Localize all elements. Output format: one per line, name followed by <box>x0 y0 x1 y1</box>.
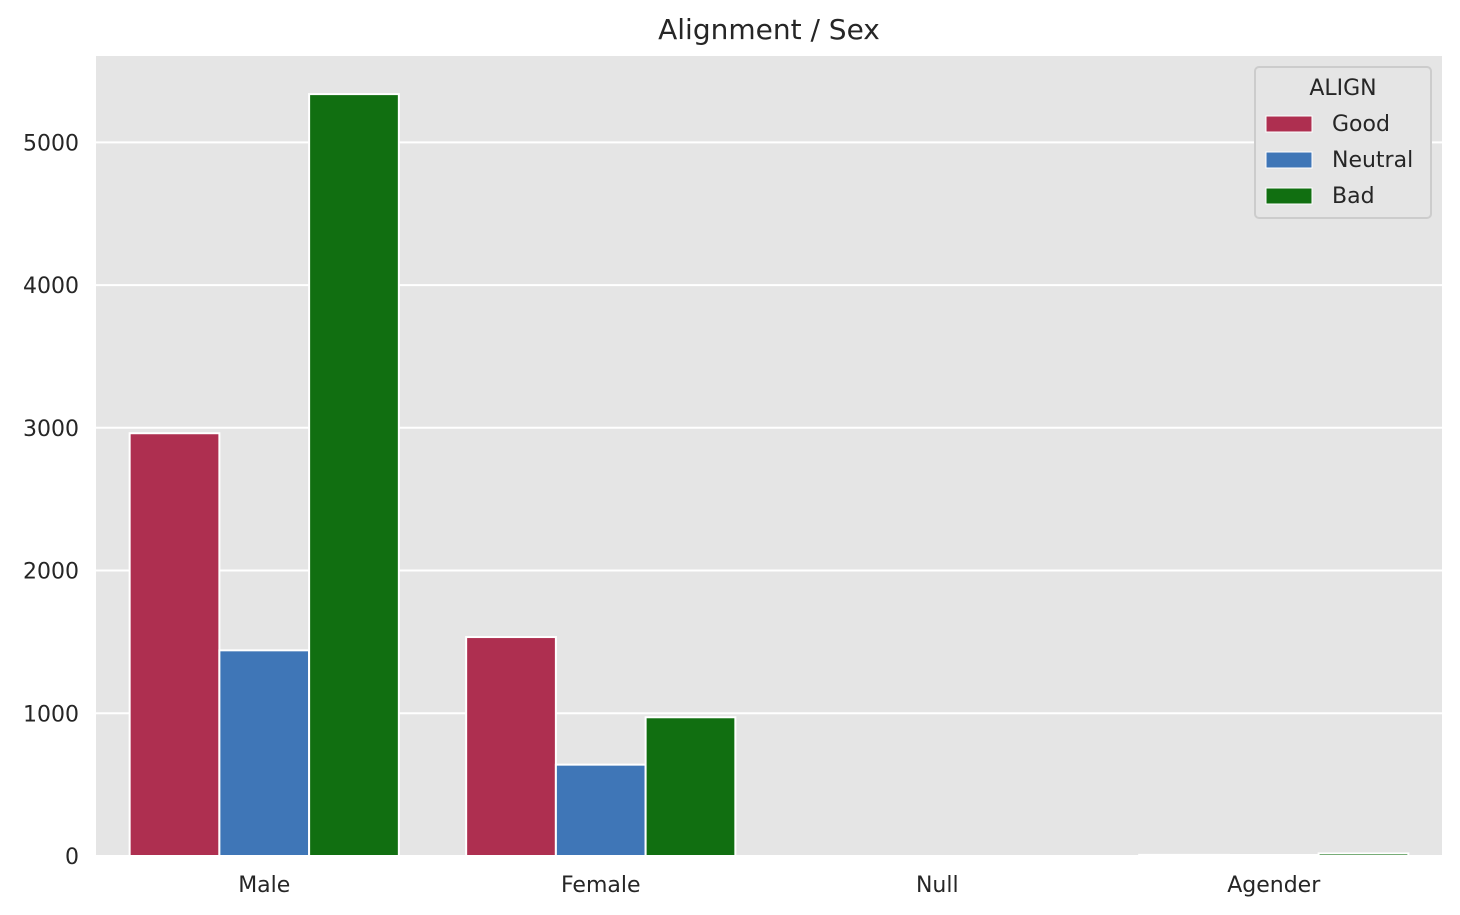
y-tick-label: 0 <box>65 845 79 870</box>
bar-neutral-female <box>554 763 647 858</box>
legend-swatch-neutral <box>1265 151 1313 169</box>
y-tick-label: 5000 <box>23 131 79 156</box>
legend-swatch-good <box>1265 115 1313 133</box>
legend: ALIGN Good Neutral Bad <box>1254 66 1432 219</box>
chart-title: Alignment / Sex <box>658 13 880 46</box>
x-tick-label: Agender <box>1227 873 1321 898</box>
x-tick-label: Female <box>561 873 641 898</box>
x-tick-label: Male <box>238 873 290 898</box>
bar-bad-agender <box>1317 852 1410 857</box>
y-tick-label: 2000 <box>23 560 79 585</box>
x-axis: Male Female Null Agender <box>238 873 1321 898</box>
bar-good-female <box>465 636 557 857</box>
x-tick-label: Null <box>916 873 959 898</box>
y-axis: 0 1000 2000 3000 4000 5000 <box>23 131 79 870</box>
bar-good-male <box>128 432 221 857</box>
bar-good-agender <box>1138 853 1230 857</box>
legend-label-good: Good <box>1332 112 1390 137</box>
legend-items: Good Neutral Bad <box>1265 112 1413 209</box>
legend-swatch-bad <box>1265 187 1313 205</box>
bar-neutral-agender <box>1227 854 1320 858</box>
legend-label-neutral: Neutral <box>1332 148 1413 173</box>
y-tick-label: 3000 <box>23 417 79 442</box>
legend-box <box>1254 66 1432 219</box>
bar-neutral-male <box>218 649 311 857</box>
legend-title: ALIGN <box>1309 76 1376 101</box>
y-tick-label: 4000 <box>23 274 79 299</box>
legend-label-bad: Bad <box>1332 184 1375 209</box>
y-tick-label: 1000 <box>23 702 79 727</box>
bar-bad-female <box>644 716 737 857</box>
bar-bad-male <box>308 93 400 858</box>
bars-group <box>128 93 1410 858</box>
